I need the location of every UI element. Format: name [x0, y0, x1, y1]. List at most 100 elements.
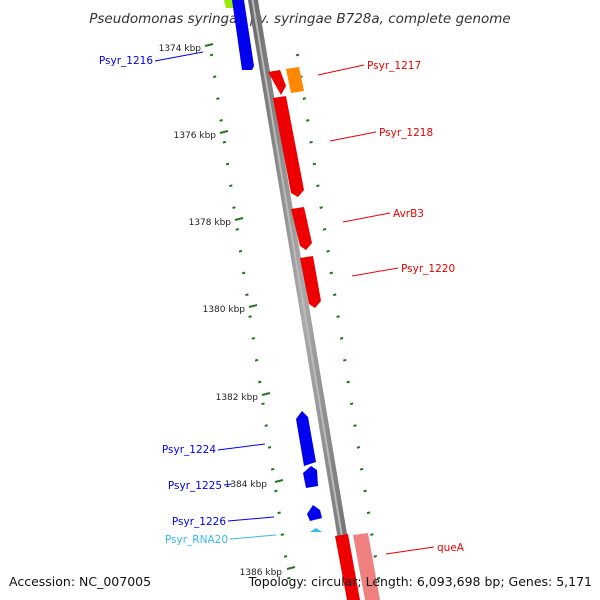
- leader-line: [217, 443, 266, 451]
- leader-line: [351, 267, 399, 277]
- tick-label: 1376 kbp: [174, 131, 217, 141]
- leader-line: [223, 483, 233, 486]
- gene-label-psyr-1224[interactable]: Psyr_1224: [162, 444, 216, 456]
- outer-track-dot: [363, 489, 367, 493]
- leader-line: [227, 516, 275, 522]
- inner-track-dot: [212, 75, 217, 79]
- gene-arrow-avrb3[interactable]: [291, 207, 312, 250]
- outer-track-dot: [373, 555, 377, 558]
- leader-line: [317, 64, 365, 76]
- leader-line: [229, 534, 277, 540]
- outer-track-dot: [302, 97, 307, 100]
- outer-track-dot: [316, 184, 320, 188]
- gene-labels: Psyr_1216 Psyr_1217 Psyr_1218 AvrB3 Psyr…: [99, 55, 465, 554]
- outer-track-dot: [339, 337, 344, 340]
- gene-arrow-pink[interactable]: [353, 533, 380, 600]
- tick-mark: [274, 479, 284, 483]
- inner-track-dot: [251, 337, 256, 340]
- inner-track-dot: [267, 446, 272, 449]
- leader-line: [342, 212, 391, 223]
- tick-mark: [219, 130, 229, 134]
- outer-track-dot: [359, 467, 364, 471]
- tick-mark: [286, 566, 296, 570]
- inner-track-dot: [232, 206, 236, 209]
- gene-label-quea[interactable]: queA: [437, 542, 465, 554]
- tick-label: 1386 kbp: [240, 568, 283, 578]
- outer-track-dot: [366, 511, 371, 515]
- gene-arrow-psyr-rna20[interactable]: [310, 528, 322, 532]
- outer-track-dot: [376, 576, 381, 580]
- inner-track-dot: [222, 140, 227, 144]
- outer-track-dot: [322, 228, 327, 231]
- map-title: Pseudomonas syringae pv. syringae B728a,…: [89, 11, 511, 27]
- inner-track-dot: [274, 489, 278, 493]
- gene-label-avrb3[interactable]: AvrB3: [393, 208, 424, 220]
- inner-track-dot: [241, 271, 246, 275]
- outer-track-dot: [319, 206, 323, 209]
- outer-track-dot: [295, 53, 300, 57]
- gene-arrow-psyr-1226[interactable]: [307, 505, 322, 521]
- gene-label-psyr-1217[interactable]: Psyr_1217: [367, 60, 421, 72]
- tick-mark: [234, 217, 244, 221]
- outer-track-dot: [349, 402, 354, 406]
- inner-track-dot: [216, 97, 220, 100]
- gene-arrow-psyr-1216[interactable]: [232, 0, 254, 70]
- tick-label: 1380 kbp: [203, 305, 246, 315]
- gene-label-psyr-1226[interactable]: Psyr_1226: [172, 516, 226, 528]
- gene-arrow-psyr-1217[interactable]: [268, 70, 286, 95]
- tick-mark: [204, 43, 214, 47]
- gene-arrow-psyr-1218[interactable]: [273, 96, 304, 197]
- inner-track-dot: [287, 576, 291, 580]
- outer-track-dot: [343, 358, 347, 362]
- inner-track-dot: [270, 467, 275, 471]
- gene-label-psyr-1216[interactable]: Psyr_1216: [99, 55, 153, 67]
- outer-track-dot: [370, 533, 374, 536]
- gene-arrow-psyr-1225[interactable]: [303, 466, 318, 488]
- outer-track-dot: [326, 249, 330, 253]
- leader-line: [385, 546, 435, 555]
- genome-summary: Topology: circular; Length: 6,093,698 bp…: [248, 574, 592, 589]
- tick-marks: [204, 43, 296, 570]
- gene-arrow-quea[interactable]: [335, 534, 360, 600]
- outer-track-dot: [309, 140, 313, 144]
- outer-track-dot: [353, 424, 357, 427]
- tick-mark: [261, 392, 271, 396]
- accession-label: Accession: NC_007005: [9, 574, 151, 589]
- outer-track-dot: [329, 271, 334, 275]
- inner-track-dot: [248, 315, 252, 318]
- genome-backbone-highlight: [251, 0, 354, 600]
- gene-arrow-psyr-1220[interactable]: [300, 256, 321, 308]
- gene-label-psyr-1220[interactable]: Psyr_1220: [401, 263, 455, 275]
- gene-arrow-psyr-1224[interactable]: [296, 411, 316, 466]
- tick-label: 1378 kbp: [189, 218, 232, 228]
- tick-label: 1382 kbp: [216, 393, 259, 403]
- outer-track-dot: [346, 380, 350, 384]
- gene-label-psyr-1218[interactable]: Psyr_1218: [379, 127, 433, 139]
- inner-track-dot: [219, 119, 223, 122]
- inner-track-dot: [254, 358, 259, 362]
- outer-track-dot: [356, 446, 361, 449]
- outer-track-dot: [305, 119, 310, 122]
- tick-labels: 1374 kbp 1376 kbp 1378 kbp 1380 kbp 1382…: [159, 44, 283, 578]
- inner-track-dot: [280, 533, 285, 536]
- inner-track-dot: [277, 511, 281, 515]
- outer-track-dot: [312, 162, 317, 166]
- inner-track-dot: [258, 380, 262, 384]
- tick-label: 1374 kbp: [159, 44, 202, 54]
- gene-label-psyr-1225[interactable]: Psyr_1225: [168, 480, 222, 492]
- inner-track-dot: [283, 555, 288, 558]
- leader-line: [329, 131, 377, 142]
- inner-track-dot: [264, 424, 268, 427]
- gene-label-psyr-rna20[interactable]: Psyr_RNA20: [165, 534, 228, 546]
- tick-label: 1384 kbp: [225, 480, 268, 490]
- outer-track-dot: [332, 293, 337, 297]
- inner-track-dot: [229, 184, 233, 188]
- inner-track-dot: [225, 162, 230, 166]
- gene-arrow-psyr-1217-orange[interactable]: [286, 67, 304, 93]
- label-leaders: [154, 51, 435, 555]
- inner-track-dot: [261, 402, 265, 406]
- inner-track-dot: [238, 249, 243, 253]
- outer-track-dot: [336, 315, 340, 318]
- inner-track-dot: [235, 228, 239, 231]
